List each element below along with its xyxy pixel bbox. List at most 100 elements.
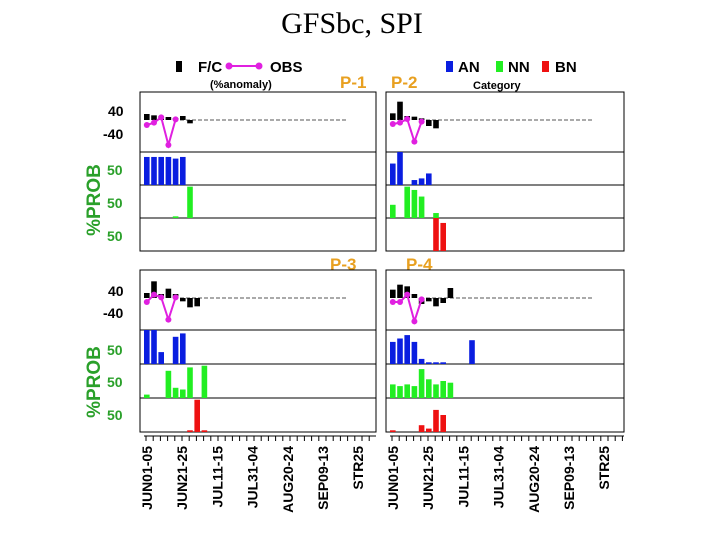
an-bar <box>172 336 179 364</box>
obs-point <box>397 299 403 305</box>
an-bar <box>404 335 410 364</box>
x-tick-label: JUL31-04 <box>245 446 261 508</box>
an-bar <box>411 341 418 364</box>
obs-point <box>165 142 172 148</box>
legend-nn-swatch <box>496 61 503 72</box>
fc-bar <box>151 115 157 120</box>
bn-bar <box>433 218 439 251</box>
an-bar <box>165 156 172 185</box>
obs-point <box>143 122 150 128</box>
obs-line <box>146 115 177 149</box>
fc-bar <box>411 294 418 298</box>
figure-title: GFSbc, SPI <box>281 7 423 40</box>
fc-bar <box>426 120 432 126</box>
x-tick-label: STR25 <box>350 446 366 490</box>
prob-tick-4: 50 <box>107 342 123 358</box>
panel-frame <box>139 397 377 433</box>
bn-bar <box>194 399 200 432</box>
prob-tick-5: 50 <box>107 374 123 390</box>
panel-label-p3: P-3 <box>330 255 356 274</box>
nn-bar <box>144 394 150 398</box>
fc-bar <box>151 281 157 298</box>
fc-bar <box>180 298 186 302</box>
panel-p-4 <box>385 269 625 433</box>
prob-tick-1: 50 <box>107 162 123 178</box>
fc-bar <box>390 289 396 298</box>
fc-bar <box>433 120 439 129</box>
bn-bar <box>418 425 425 432</box>
legend-an-label: AN <box>458 59 480 76</box>
bn-bar <box>440 415 446 432</box>
obs-point <box>418 118 425 125</box>
nn-bar <box>411 189 418 218</box>
nn-bar <box>397 386 403 398</box>
obs-point <box>404 291 411 298</box>
fc-bar <box>426 298 432 302</box>
x-tick-label: JUN01-05 <box>139 446 155 510</box>
panel-frame <box>139 184 377 219</box>
x-tick-label: JUN01-05 <box>385 446 401 510</box>
obs-point <box>158 114 165 121</box>
y-axis-label-bottom: %PROB <box>84 346 105 418</box>
panel-label-p4: P-4 <box>406 255 433 274</box>
obs-point <box>165 316 172 323</box>
x-tick-label: STR25 <box>596 446 612 490</box>
an-bar <box>180 156 186 185</box>
panel-label-p2: P-2 <box>391 73 417 92</box>
prob-tick-2: 50 <box>107 195 123 211</box>
fc-bar <box>440 298 446 303</box>
x-tick-label: SEP09-13 <box>561 446 577 510</box>
fc-bar <box>194 298 200 307</box>
nn-bar <box>440 381 446 398</box>
nn-bar <box>447 382 454 398</box>
legend-an-swatch <box>446 61 453 72</box>
an-bar <box>158 352 164 364</box>
x-tick-label: JUN21-25 <box>174 446 190 510</box>
legend-obs-label: OBS <box>270 59 303 76</box>
fc-bar <box>180 116 186 120</box>
obs-point <box>172 116 179 123</box>
fc-bar <box>144 293 150 298</box>
panel-frame <box>385 397 625 433</box>
x-tick-label: AUG20-24 <box>526 446 542 513</box>
nn-bar <box>165 370 172 398</box>
nn-bar <box>404 186 410 218</box>
obs-point <box>418 296 425 303</box>
an-bar <box>390 341 396 364</box>
obs-point <box>389 121 396 127</box>
fc-bar <box>187 298 193 308</box>
nn-bar <box>418 196 425 218</box>
y-axis-label-top: %PROB <box>84 164 105 236</box>
an-bar <box>172 158 179 185</box>
obs-line <box>392 292 423 325</box>
bn-bar <box>390 430 396 432</box>
panel-frame <box>139 217 377 252</box>
obs-point <box>151 291 157 298</box>
obs-point <box>158 294 165 301</box>
legend: F/C OBS (%anomaly) AN NN BN Category <box>176 59 577 92</box>
nn-bar <box>172 216 179 218</box>
fc-bar <box>411 116 418 120</box>
an-bar <box>144 330 150 364</box>
obs-point <box>143 299 150 305</box>
fc-bar <box>165 288 172 298</box>
legend-obs-sub: (%anomaly) <box>210 79 272 91</box>
an-bar <box>433 362 439 364</box>
anomaly-tick-neg-top: -40 <box>103 126 123 142</box>
prob-tick-3: 50 <box>107 228 123 244</box>
an-bar <box>151 330 157 364</box>
panel-frame <box>385 217 625 252</box>
an-bar <box>426 362 432 364</box>
obs-point <box>397 119 403 126</box>
nn-bar <box>187 186 193 218</box>
nn-bar <box>433 213 439 218</box>
nn-bar <box>187 367 193 398</box>
legend-obs-dot-right <box>255 62 263 70</box>
x-tick-label: SEP09-13 <box>315 446 331 510</box>
obs-point <box>151 119 157 126</box>
nn-bar <box>418 369 425 398</box>
fc-bar <box>390 113 396 120</box>
fc-bar <box>165 117 172 120</box>
an-bar <box>440 362 446 364</box>
